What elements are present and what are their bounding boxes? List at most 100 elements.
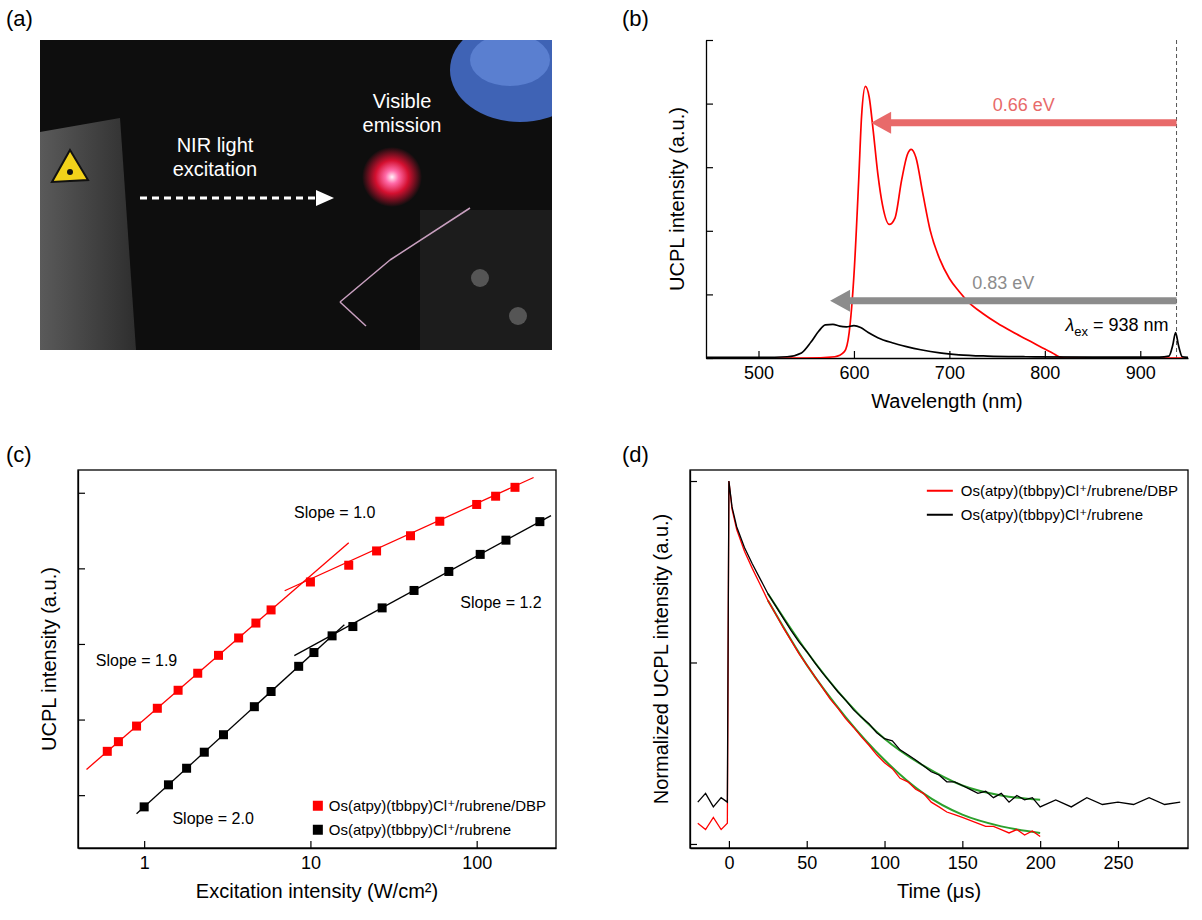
y-axis-title: UCPL intensity (a.u.): [666, 107, 688, 291]
tick: [706, 40, 713, 41]
tick-mark: [477, 841, 478, 848]
tick-label: 100: [462, 853, 492, 873]
data-point: [510, 483, 519, 492]
energy-arrow: 0.66 eV: [871, 95, 1176, 134]
fit-line: [285, 478, 534, 591]
axis-line: [707, 358, 1189, 359]
tick-label: 0: [724, 853, 734, 873]
tick-mark: [690, 481, 697, 482]
fit-line: [768, 593, 1040, 799]
data-point: [114, 737, 123, 746]
glove: [450, 40, 552, 122]
tick-label: 600: [839, 363, 869, 383]
legend-item: Os(atpy)(tbbpy)Cl⁺/rubrene: [927, 506, 1143, 523]
legend-item: Os(atpy)(tbbpy)Cl⁺/rubrene/DBP: [313, 797, 546, 814]
tick: [78, 795, 85, 796]
panel: 500600700800900Wavelength (nm)UCPL inten…: [666, 40, 1189, 412]
tick-label: 500: [744, 363, 774, 383]
y-axis-title: Normalized UCPL intensity (a.u.): [650, 514, 672, 804]
tick: 500: [744, 351, 774, 383]
fit-line: [294, 516, 551, 656]
tick-label: 150: [948, 853, 978, 873]
legend-label: Os(atpy)(tbbpy)Cl⁺/rubrene: [961, 506, 1143, 523]
tick-label: 900: [1126, 363, 1156, 383]
tick-label: 1: [140, 853, 150, 873]
data-line: [706, 86, 1188, 358]
plot-marks: [706, 86, 1188, 358]
data-point: [132, 722, 141, 731]
data-point: [267, 605, 276, 614]
tick-mark: [310, 841, 311, 848]
legend-marker: [313, 825, 323, 835]
tick: 10: [301, 841, 321, 873]
data-point: [328, 631, 337, 640]
excitation-line: [1176, 40, 1177, 358]
tick-mark: [706, 231, 713, 232]
tick: [706, 104, 713, 105]
excitation-label-part: = 938 nm: [1088, 315, 1169, 335]
data-point: [193, 669, 202, 678]
axis-line: [78, 471, 79, 849]
axis-line: [79, 848, 557, 849]
legend-item: Os(atpy)(tbbpy)Cl⁺/rubrene: [313, 821, 511, 838]
data-point: [267, 687, 276, 696]
data-point: [378, 603, 387, 612]
tick-mark: [706, 40, 713, 41]
text-line: Visible: [373, 90, 432, 112]
excitation-label-part: ex: [1074, 324, 1088, 339]
excitation-arrow-head: [316, 190, 334, 206]
tick: [78, 568, 85, 569]
legend-marker: [313, 801, 323, 811]
glove-highlight: [470, 40, 550, 86]
tick-mark: [78, 795, 85, 796]
tick-mark: [706, 358, 713, 359]
y-axis-title: UCPL intensity (a.u.): [38, 567, 60, 751]
tick-mark: [807, 841, 808, 848]
data-point: [219, 730, 228, 739]
tick-mark: [690, 844, 697, 845]
tick-label: 100: [870, 853, 900, 873]
cuvette-edge: [340, 302, 366, 326]
stage: [420, 210, 552, 350]
arrow-label: 0.66 eV: [993, 95, 1055, 115]
photo: VisibleemissionNIR lightexcitation: [40, 18, 590, 360]
fit-line: [768, 600, 1040, 833]
tick-label: 50: [797, 853, 817, 873]
data-point: [491, 492, 500, 501]
data-point: [501, 536, 510, 545]
x-axis: 500600700800900: [707, 351, 1189, 383]
arrow-shaft: [887, 119, 1176, 126]
text-line: excitation: [173, 158, 258, 180]
excitation-label: λex = 938 nm: [1064, 315, 1168, 339]
excitation-arrow: [140, 197, 318, 200]
legend-label: Os(atpy)(tbbpy)Cl⁺/rubrene: [329, 821, 511, 838]
legend-label: Os(atpy)(tbbpy)Cl⁺/rubrene/DBP: [961, 482, 1178, 499]
tick-mark: [690, 662, 697, 663]
arrow-label: 0.83 eV: [972, 273, 1034, 293]
data-point: [103, 747, 112, 756]
tick: [78, 720, 85, 721]
legend-line: [927, 490, 953, 492]
tick-mark: [706, 294, 713, 295]
panel: 110100Excitation intensity (W/cm²)UCPL i…: [38, 470, 557, 902]
plot-frame: [690, 470, 1188, 848]
plot-marks: [698, 481, 1180, 836]
data-point: [435, 517, 444, 526]
tick-mark: [78, 719, 85, 720]
arrow-head: [871, 112, 891, 134]
plot-marks: [87, 478, 552, 814]
data-point: [348, 622, 357, 631]
tick-mark: [884, 841, 885, 848]
warning-sign: [52, 150, 88, 182]
legend: Os(atpy)(tbbpy)Cl⁺/rubrene/DBP Os(atpy)(t…: [927, 482, 1178, 523]
tick: [706, 231, 713, 232]
data-point: [444, 567, 453, 576]
photo-content: [40, 40, 552, 350]
panel-label: (b): [622, 6, 649, 31]
data-point: [164, 780, 173, 789]
data-point: [309, 648, 318, 657]
data-point: [250, 702, 259, 711]
tick-mark: [854, 351, 855, 358]
warning-symbol: [67, 169, 73, 175]
emission-glow: [362, 147, 422, 207]
